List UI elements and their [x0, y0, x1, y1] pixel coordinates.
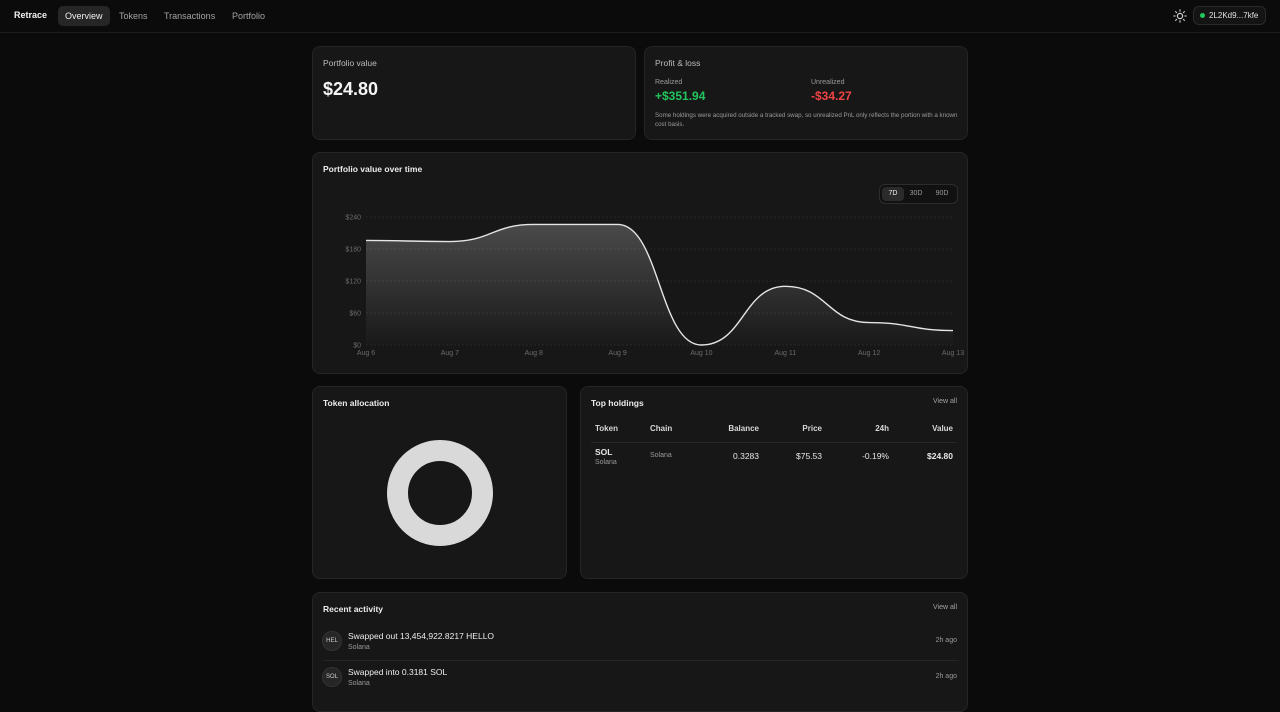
- col-24h: 24h: [875, 424, 889, 433]
- range-30d-button[interactable]: 30D: [909, 190, 923, 197]
- range-90d-button[interactable]: 90D: [935, 190, 949, 197]
- tab-tokens[interactable]: Tokens: [119, 11, 148, 21]
- row-chain: Solana: [650, 452, 672, 459]
- token-allocation-card: Token allocation: [312, 386, 567, 579]
- activity-chain: Solana: [348, 680, 370, 687]
- token-avatar: HEL: [322, 631, 342, 651]
- x-tick-label: Aug 12: [858, 350, 880, 357]
- activity-view-all-link[interactable]: View all: [933, 604, 957, 611]
- unrealized-value: -$34.27: [811, 89, 852, 103]
- unrealized-label: Unrealized: [811, 79, 845, 86]
- x-tick-label: Aug 8: [525, 350, 543, 357]
- table-header-divider: [591, 442, 957, 443]
- col-value: Value: [932, 424, 953, 433]
- activity-title-text: Swapped into 0.3181 SOL: [348, 667, 448, 677]
- top-holdings-card: Top holdings View all Token Chain Balanc…: [580, 386, 968, 579]
- chart-title: Portfolio value over time: [323, 164, 423, 174]
- row-24h-change: -0.19%: [862, 451, 889, 461]
- wallet-status-dot: [1200, 13, 1205, 18]
- app-brand[interactable]: Retrace: [14, 10, 48, 20]
- activity-title: Recent activity: [323, 604, 383, 614]
- portfolio-value-amount: $24.80: [323, 79, 379, 99]
- holdings-title: Top holdings: [591, 398, 644, 408]
- pnl-title: Profit & loss: [655, 58, 701, 68]
- sun-icon[interactable]: [1172, 8, 1188, 24]
- tab-portfolio[interactable]: Portfolio: [232, 11, 266, 21]
- x-tick-label: Aug 11: [774, 350, 796, 357]
- x-tick-label: Aug 6: [357, 350, 375, 357]
- realized-label: Realized: [655, 79, 683, 86]
- range-selector: 7D 30D 90D: [879, 184, 958, 204]
- allocation-title: Token allocation: [323, 398, 390, 408]
- row-token: SOL: [595, 447, 613, 457]
- y-tick-label: $180: [345, 247, 361, 254]
- row-price: $75.53: [796, 451, 822, 461]
- pnl-card: Profit & loss Realized +$351.94 Unrealiz…: [644, 46, 968, 140]
- y-tick-label: $60: [349, 311, 361, 318]
- x-tick-label: Aug 9: [608, 350, 626, 357]
- allocation-donut: [387, 440, 493, 546]
- col-chain: Chain: [650, 424, 673, 433]
- x-tick-label: Aug 10: [690, 350, 712, 357]
- donut-segment-sol[interactable]: [387, 440, 493, 546]
- activity-time: 2h ago: [935, 637, 957, 644]
- range-7d-button[interactable]: 7D: [882, 187, 904, 201]
- activity-chain: Solana: [348, 644, 370, 651]
- tab-transactions[interactable]: Transactions: [164, 11, 216, 21]
- x-tick-label: Aug 13: [942, 350, 964, 357]
- portfolio-area-chart: $0 $60 $120 $180 $240 Aug 6 Aug 7 Aug 8 Aug 9 Au…: [345, 215, 964, 358]
- pnl-note: Some holdings were acquired outside a tr…: [655, 112, 958, 128]
- activity-divider: [323, 660, 959, 661]
- x-tick-label: Aug 7: [441, 350, 459, 357]
- activity-time: 2h ago: [935, 673, 957, 680]
- activity-title-text: Swapped out 13,454,922.8217 HELLO: [348, 631, 495, 641]
- col-balance: Balance: [728, 424, 759, 433]
- wallet-button[interactable]: 2L2Kd9...7kfe: [1193, 6, 1266, 25]
- wallet-address: 2L2Kd9...7kfe: [1209, 11, 1259, 20]
- y-tick-label: $240: [345, 215, 361, 222]
- row-value: $24.80: [927, 451, 953, 461]
- portfolio-chart-card: Portfolio value over time 7D 30D 90D $0 $…: [312, 152, 968, 374]
- holdings-view-all-link[interactable]: View all: [933, 398, 957, 405]
- top-nav-bar: Retrace Overview Tokens Transactions Por…: [0, 0, 1280, 33]
- portfolio-value-card: Portfolio value $24.80: [312, 46, 636, 140]
- row-balance: 0.3283: [733, 451, 759, 461]
- token-avatar: SOL: [322, 667, 342, 687]
- y-tick-label: $120: [345, 279, 361, 286]
- tab-overview[interactable]: Overview: [58, 6, 110, 26]
- col-price: Price: [802, 424, 822, 433]
- portfolio-value-title: Portfolio value: [323, 58, 377, 68]
- recent-activity-card: Recent activity View all HEL Swapped out…: [312, 592, 968, 712]
- realized-value: +$351.94: [655, 89, 706, 103]
- y-tick-label: $0: [353, 343, 361, 350]
- row-token-chain: Solana: [595, 459, 617, 466]
- chart-series-line: [365, 223, 954, 346]
- col-token: Token: [595, 424, 618, 433]
